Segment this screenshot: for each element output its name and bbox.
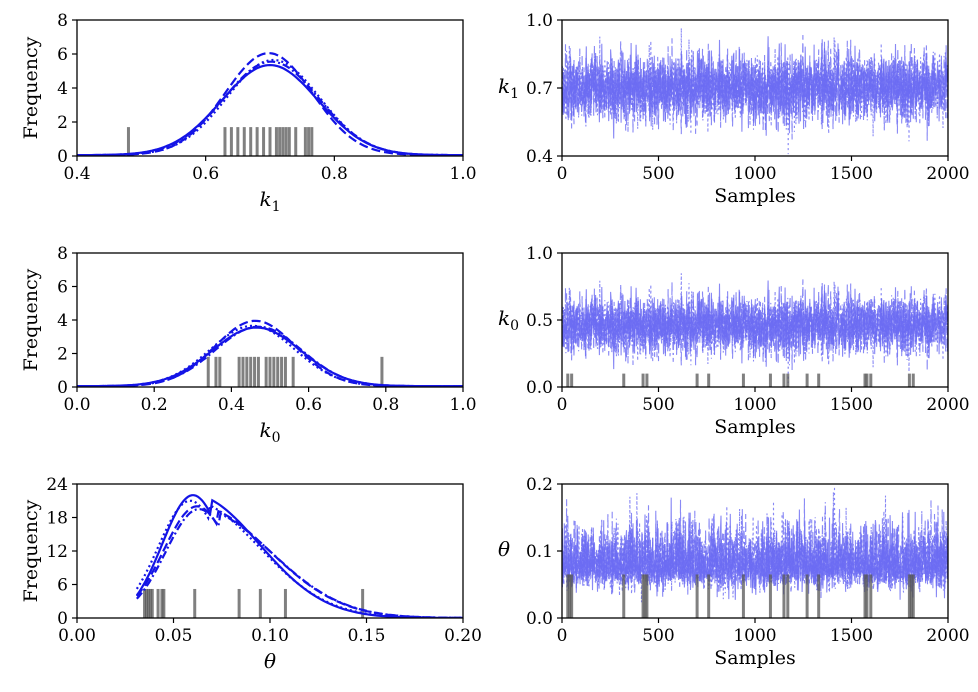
density-k0-panel: 0.0 0.2 0.4 0.6 0.8 1.0 0 2 4 6 8 k0 Frequency xyxy=(20,244,477,446)
density-theta-kde-dashdot-line xyxy=(135,508,463,618)
trace-theta-xtick-label: 1500 xyxy=(830,626,873,646)
density-theta-kde-dashed-line xyxy=(135,505,463,618)
trace-k0-ytick-label: 1.0 xyxy=(526,244,553,264)
density-theta-ytick-label: 12 xyxy=(46,542,68,562)
trace-k0-plot-area xyxy=(562,273,948,387)
density-theta-panel: 0.00 0.05 0.10 0.15 0.20 0 6 12 18 24 θ Frequency xyxy=(20,475,482,673)
trace-theta-plot-area xyxy=(562,486,948,618)
trace-k0-xtick-label: 0 xyxy=(557,395,568,415)
trace-theta-chain-4-line xyxy=(562,499,948,595)
trace-k1-panel: 0 500 1000 1500 2000 0.4 0.7 1.0 Samples k1 xyxy=(498,11,970,207)
trace-k1-xlabel: Samples xyxy=(714,185,796,207)
density-k1-ylabel: Frequency xyxy=(20,36,42,139)
density-theta-xtick-label: 0.05 xyxy=(155,626,193,646)
density-theta-xlabel: θ xyxy=(264,649,276,673)
density-k0-frame xyxy=(76,252,464,388)
density-k1-ytick-label: 0 xyxy=(57,147,68,167)
density-k0-xtick-label: 0.0 xyxy=(63,395,90,415)
density-k1-kde-dashdot-line xyxy=(77,60,463,156)
density-k0-ytick-label: 4 xyxy=(57,311,68,331)
trace-k0-xtick-label: 1500 xyxy=(830,395,873,415)
density-theta-xtick-label: 0.10 xyxy=(251,626,289,646)
trace-k1-xtick-label: 0 xyxy=(557,164,568,184)
density-k1-ytick-label: 8 xyxy=(57,11,68,31)
trace-k0-frame xyxy=(561,252,949,388)
trace-theta-xtick-label: 1000 xyxy=(733,626,776,646)
density-theta-xtick-label: 0.20 xyxy=(444,626,482,646)
density-k0-kde-dashdot-line xyxy=(77,325,463,387)
trace-k1-xtick-label: 500 xyxy=(642,164,674,184)
density-k1-xtick-label: 0.6 xyxy=(192,164,219,184)
density-theta-plot-area xyxy=(135,494,463,618)
density-k1-kde-dashed-line xyxy=(77,52,463,156)
trace-k1-chain-3-line xyxy=(562,27,948,155)
density-k1-xtick-label: 1.0 xyxy=(449,164,476,184)
density-k1-xtick-label: 0.8 xyxy=(321,164,348,184)
density-k0-xtick-label: 0.4 xyxy=(218,395,245,415)
density-k1-plot-area xyxy=(77,52,463,156)
trace-theta-xtick-label: 0 xyxy=(557,626,568,646)
trace-k0-chain-4-line xyxy=(562,284,948,366)
density-k0-xtick-label: 1.0 xyxy=(449,395,476,415)
density-k0-ytick-label: 8 xyxy=(57,244,68,264)
trace-theta-ytick-label: 0.0 xyxy=(526,609,553,629)
density-theta-xtick-label: 0.00 xyxy=(58,626,96,646)
density-theta-frame xyxy=(76,483,464,619)
density-k0-ytick-label: 2 xyxy=(57,345,68,365)
density-theta-ytick-label: 18 xyxy=(46,509,68,529)
trace-k0-xtick-label: 2000 xyxy=(926,395,969,415)
trace-theta-ylabel: θ xyxy=(498,537,510,561)
trace-k0-xtick-label: 1000 xyxy=(733,395,776,415)
trace-k0-ytick-label: 0.0 xyxy=(526,378,553,398)
density-k1-ytick-label: 4 xyxy=(57,79,68,99)
trace-k1-xtick-label: 2000 xyxy=(926,164,969,184)
trace-theta-panel: 0 500 1000 1500 2000 0.0 0.1 0.2 Samples θ xyxy=(498,475,970,669)
density-k0-plot-area xyxy=(77,319,463,387)
density-k1-panel: 0.4 0.6 0.8 1.0 0 2 4 6 8 k1 Frequency xyxy=(20,11,477,215)
trace-k1-ytick-label: 1.0 xyxy=(526,11,553,31)
trace-k0-xtick-label: 500 xyxy=(642,395,674,415)
density-k0-kde-dashed-line xyxy=(77,319,463,387)
trace-k1-ytick-label: 0.7 xyxy=(526,79,553,99)
density-k0-xtick-label: 0.2 xyxy=(141,395,168,415)
trace-k1-plot-area xyxy=(562,27,948,155)
trace-k1-chain-4-line xyxy=(562,40,948,135)
density-theta-kde-dotted-line xyxy=(135,499,463,618)
trace-k1-xtick-label: 1000 xyxy=(733,164,776,184)
trace-k1-ytick-label: 0.4 xyxy=(526,147,553,167)
density-theta-ytick-label: 24 xyxy=(46,475,68,495)
trace-theta-ytick-label: 0.1 xyxy=(526,542,553,562)
trace-theta-ytick-label: 0.2 xyxy=(526,475,553,495)
density-k1-xtick-label: 0.4 xyxy=(63,164,90,184)
density-k1-ytick-label: 6 xyxy=(57,45,68,65)
trace-theta-xtick-label: 2000 xyxy=(926,626,969,646)
density-theta-xtick-label: 0.15 xyxy=(348,626,386,646)
trace-k1-ylabel: k1 xyxy=(498,74,519,102)
density-k0-xlabel: k0 xyxy=(259,418,280,446)
density-k0-ytick-label: 0 xyxy=(57,378,68,398)
trace-k0-xlabel: Samples xyxy=(714,416,796,438)
trace-theta-xtick-label: 500 xyxy=(642,626,674,646)
density-k0-ytick-label: 6 xyxy=(57,278,68,298)
trace-k0-ylabel: k0 xyxy=(498,306,519,334)
density-k0-xtick-label: 0.8 xyxy=(372,395,399,415)
trace-theta-frame xyxy=(561,483,949,619)
trace-k0-panel: 0 500 1000 1500 2000 0.0 0.5 1.0 Samples k0 xyxy=(498,244,970,438)
density-theta-ylabel: Frequency xyxy=(20,499,42,602)
trace-k0-ytick-label: 0.5 xyxy=(526,311,553,331)
density-k1-frame xyxy=(76,19,464,157)
density-k0-xtick-label: 0.6 xyxy=(295,395,322,415)
density-theta-ytick-label: 6 xyxy=(57,576,68,596)
density-k0-ylabel: Frequency xyxy=(20,268,42,371)
trace-theta-xlabel: Samples xyxy=(714,647,796,669)
trace-k1-frame xyxy=(561,19,949,157)
density-theta-ytick-label: 0 xyxy=(57,609,68,629)
density-k1-xlabel: k1 xyxy=(259,187,280,215)
density-k1-ytick-label: 2 xyxy=(57,113,68,133)
trace-k1-xtick-label: 1500 xyxy=(830,164,873,184)
